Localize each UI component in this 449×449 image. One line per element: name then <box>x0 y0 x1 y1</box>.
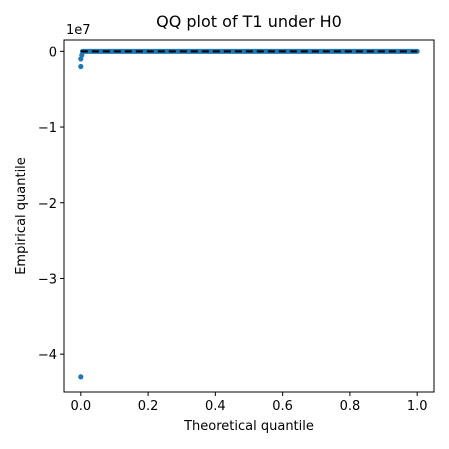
x-axis: 0.0 0.2 0.4 0.6 0.8 1.0 <box>70 392 428 414</box>
y-axis: 0 −1 −2 −3 −4 <box>38 45 64 363</box>
data-point <box>78 63 84 70</box>
x-tick-label: 1.0 <box>407 399 428 414</box>
x-axis-label: Theoretical quantile <box>183 419 314 434</box>
chart-title: QQ plot of T1 under H0 <box>156 12 342 31</box>
x-tick-label: 0.6 <box>272 399 293 414</box>
x-tick-label: 0.0 <box>70 399 91 414</box>
data-point <box>79 52 85 58</box>
x-tick-label: 0.8 <box>340 399 361 414</box>
plot-area: 0.0 0.2 0.4 0.6 0.8 1.0 0 −1 −2 −3 −4 <box>38 39 435 414</box>
y-axis-label: Empirical quantile <box>14 157 29 275</box>
y-tick-label: −3 <box>38 272 57 287</box>
x-tick-label: 0.4 <box>205 399 226 414</box>
axes-frame <box>63 39 435 393</box>
y-tick-label: −2 <box>38 197 57 212</box>
y-tick-label: −1 <box>38 121 57 136</box>
y-tick-label: −4 <box>38 348 57 363</box>
x-tick-label: 0.2 <box>138 399 159 414</box>
data-point <box>78 374 84 380</box>
data-points <box>78 48 420 380</box>
y-offset-label: 1e7 <box>66 23 91 38</box>
y-tick-label: 0 <box>49 45 57 60</box>
